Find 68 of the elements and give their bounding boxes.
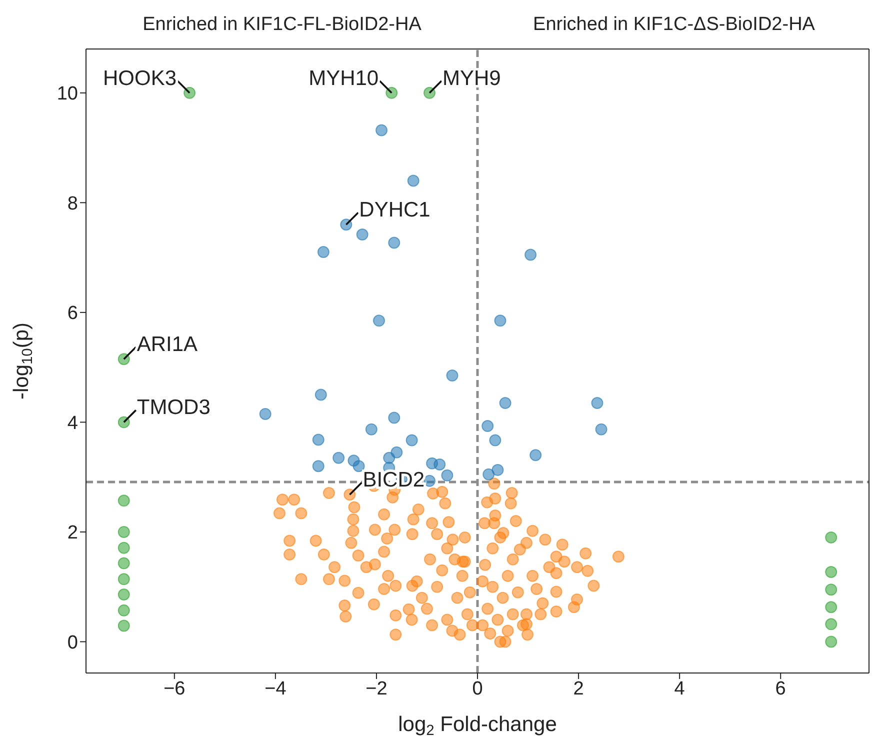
point bbox=[118, 542, 130, 554]
point bbox=[184, 86, 196, 99]
point bbox=[424, 474, 436, 487]
x-axis-title: log$_{2}$ Fold-change bbox=[398, 713, 557, 739]
point bbox=[312, 460, 324, 472]
y-tick-label: 4 bbox=[67, 412, 78, 434]
point bbox=[118, 604, 130, 616]
point bbox=[494, 314, 506, 327]
point bbox=[118, 557, 130, 570]
x-tick-label: 2 bbox=[573, 678, 584, 700]
point bbox=[530, 449, 542, 462]
point bbox=[441, 469, 454, 482]
y-tick-label: 8 bbox=[67, 193, 78, 214]
point bbox=[383, 452, 396, 464]
annotation: MYH10 bbox=[308, 66, 379, 90]
point bbox=[365, 423, 378, 436]
point bbox=[118, 526, 130, 538]
point bbox=[356, 228, 368, 240]
point bbox=[446, 370, 458, 382]
point bbox=[492, 464, 504, 476]
point bbox=[825, 601, 838, 614]
y-tick-label: 0 bbox=[67, 632, 78, 654]
point bbox=[376, 124, 388, 136]
x-tick-label: −6 bbox=[164, 678, 186, 700]
point bbox=[489, 434, 502, 446]
point bbox=[372, 314, 385, 327]
point bbox=[434, 458, 446, 470]
point bbox=[424, 86, 436, 99]
annotation: MYH9 bbox=[442, 66, 501, 90]
annotation: DYHC1 bbox=[359, 198, 430, 222]
text: Enriched in KIF1C-ΔS-BioID2-HA bbox=[532, 14, 816, 36]
x-tick-label: 4 bbox=[674, 678, 686, 700]
point bbox=[825, 566, 838, 578]
point bbox=[406, 434, 418, 446]
point bbox=[352, 460, 365, 472]
point bbox=[825, 636, 838, 648]
y-tick-label: 6 bbox=[67, 303, 78, 324]
x-tick-label: 6 bbox=[775, 678, 786, 700]
x-tick-label: 0 bbox=[472, 678, 483, 700]
point bbox=[118, 620, 130, 632]
annotation: HOOK3 bbox=[103, 66, 177, 90]
y-tick-label: 2 bbox=[67, 522, 78, 544]
point bbox=[825, 618, 838, 630]
annotation: TMOD3 bbox=[136, 396, 210, 420]
point bbox=[259, 408, 272, 420]
point bbox=[825, 531, 838, 544]
x-tick-label: −4 bbox=[264, 678, 287, 700]
point bbox=[388, 412, 400, 424]
point bbox=[407, 174, 420, 187]
point bbox=[482, 420, 494, 432]
point bbox=[118, 494, 130, 507]
point bbox=[524, 248, 537, 261]
point bbox=[595, 423, 608, 436]
point bbox=[332, 452, 345, 464]
point bbox=[314, 388, 327, 401]
x-tick-label: −2 bbox=[366, 678, 388, 700]
text: Enriched in KIF1C-FL-BioID2-HA bbox=[142, 14, 422, 36]
annotation: ARI1A bbox=[136, 333, 198, 356]
point bbox=[825, 584, 838, 596]
point bbox=[482, 468, 495, 480]
point bbox=[499, 396, 512, 409]
point bbox=[317, 246, 330, 258]
point bbox=[591, 396, 604, 409]
point bbox=[312, 434, 324, 446]
point bbox=[118, 588, 130, 601]
y-tick-label: 10 bbox=[56, 84, 78, 105]
point bbox=[388, 236, 400, 249]
point bbox=[118, 573, 130, 586]
